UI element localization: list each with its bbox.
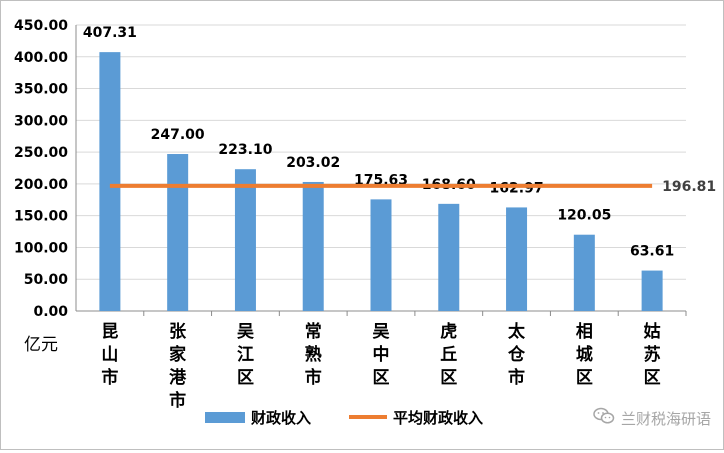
- bar-data-label: 162.97: [490, 180, 544, 196]
- y-tick-label: 100.00: [14, 240, 68, 256]
- bars: [99, 52, 663, 311]
- average-line-group: 196.81: [109, 179, 716, 195]
- x-category-label: 吴江区: [237, 322, 254, 388]
- average-line-label: 196.81: [662, 179, 716, 195]
- y-tick-label: 400.00: [14, 50, 68, 66]
- x-category-label: 相城区: [576, 321, 593, 388]
- x-category-label: 太仓市: [507, 321, 526, 388]
- y-axis-tick-labels: 0.00 50.00 100.00 150.00 200.00 250.00 300.00 3…: [14, 18, 68, 320]
- wechat-icon: [593, 407, 615, 429]
- bar: [234, 169, 256, 311]
- bar-data-label: 203.02: [286, 155, 340, 171]
- bar: [167, 154, 189, 311]
- bar: [99, 52, 121, 311]
- legend-bar-label: 财政收入: [251, 409, 311, 427]
- legend: 财政收入 平均财政收入: [205, 409, 483, 427]
- bar: [370, 199, 392, 311]
- x-category-label: 昆山市: [101, 322, 118, 388]
- bar-data-label: 120.05: [557, 208, 611, 224]
- bar-data-label: 63.61: [630, 244, 674, 260]
- bar-data-label: 247.00: [151, 127, 205, 143]
- y-tick-label: 0.00: [33, 304, 68, 320]
- y-tick-label: 200.00: [14, 177, 68, 193]
- x-category-label: 姑苏区: [644, 321, 661, 388]
- y-tick-label: 50.00: [24, 272, 69, 288]
- y-tick-label: 350.00: [14, 82, 68, 98]
- legend-bar-swatch: [205, 412, 245, 423]
- x-category-label: 吴中区: [373, 322, 390, 388]
- y-tick-label: 250.00: [14, 145, 68, 161]
- watermark: 兰财税海研语: [593, 407, 711, 429]
- bar: [438, 203, 460, 311]
- y-tick-label: 150.00: [14, 209, 68, 225]
- y-tick-label: 450.00: [14, 18, 68, 34]
- x-category-label: 张家港市: [169, 322, 187, 411]
- bar: [506, 207, 528, 311]
- x-category-label: 虎丘区: [440, 322, 457, 388]
- bar: [302, 181, 324, 311]
- legend-line-label: 平均财政收入: [393, 409, 483, 427]
- bar: [641, 270, 663, 311]
- x-category-label: 常熟市: [305, 321, 322, 388]
- bar: [573, 234, 595, 311]
- bar-data-label: 407.31: [83, 25, 137, 41]
- y-tick-label: 300.00: [14, 113, 68, 129]
- bar-data-label: 223.10: [218, 142, 272, 158]
- y-axis-unit-label: 亿元: [24, 335, 58, 355]
- watermark-text: 兰财税海研语: [620, 409, 711, 428]
- x-axis-category-labels: 昆山市 张家港市 吴江区 常熟市 吴中区 虎丘区 太仓市 相城区 姑苏区: [101, 321, 660, 411]
